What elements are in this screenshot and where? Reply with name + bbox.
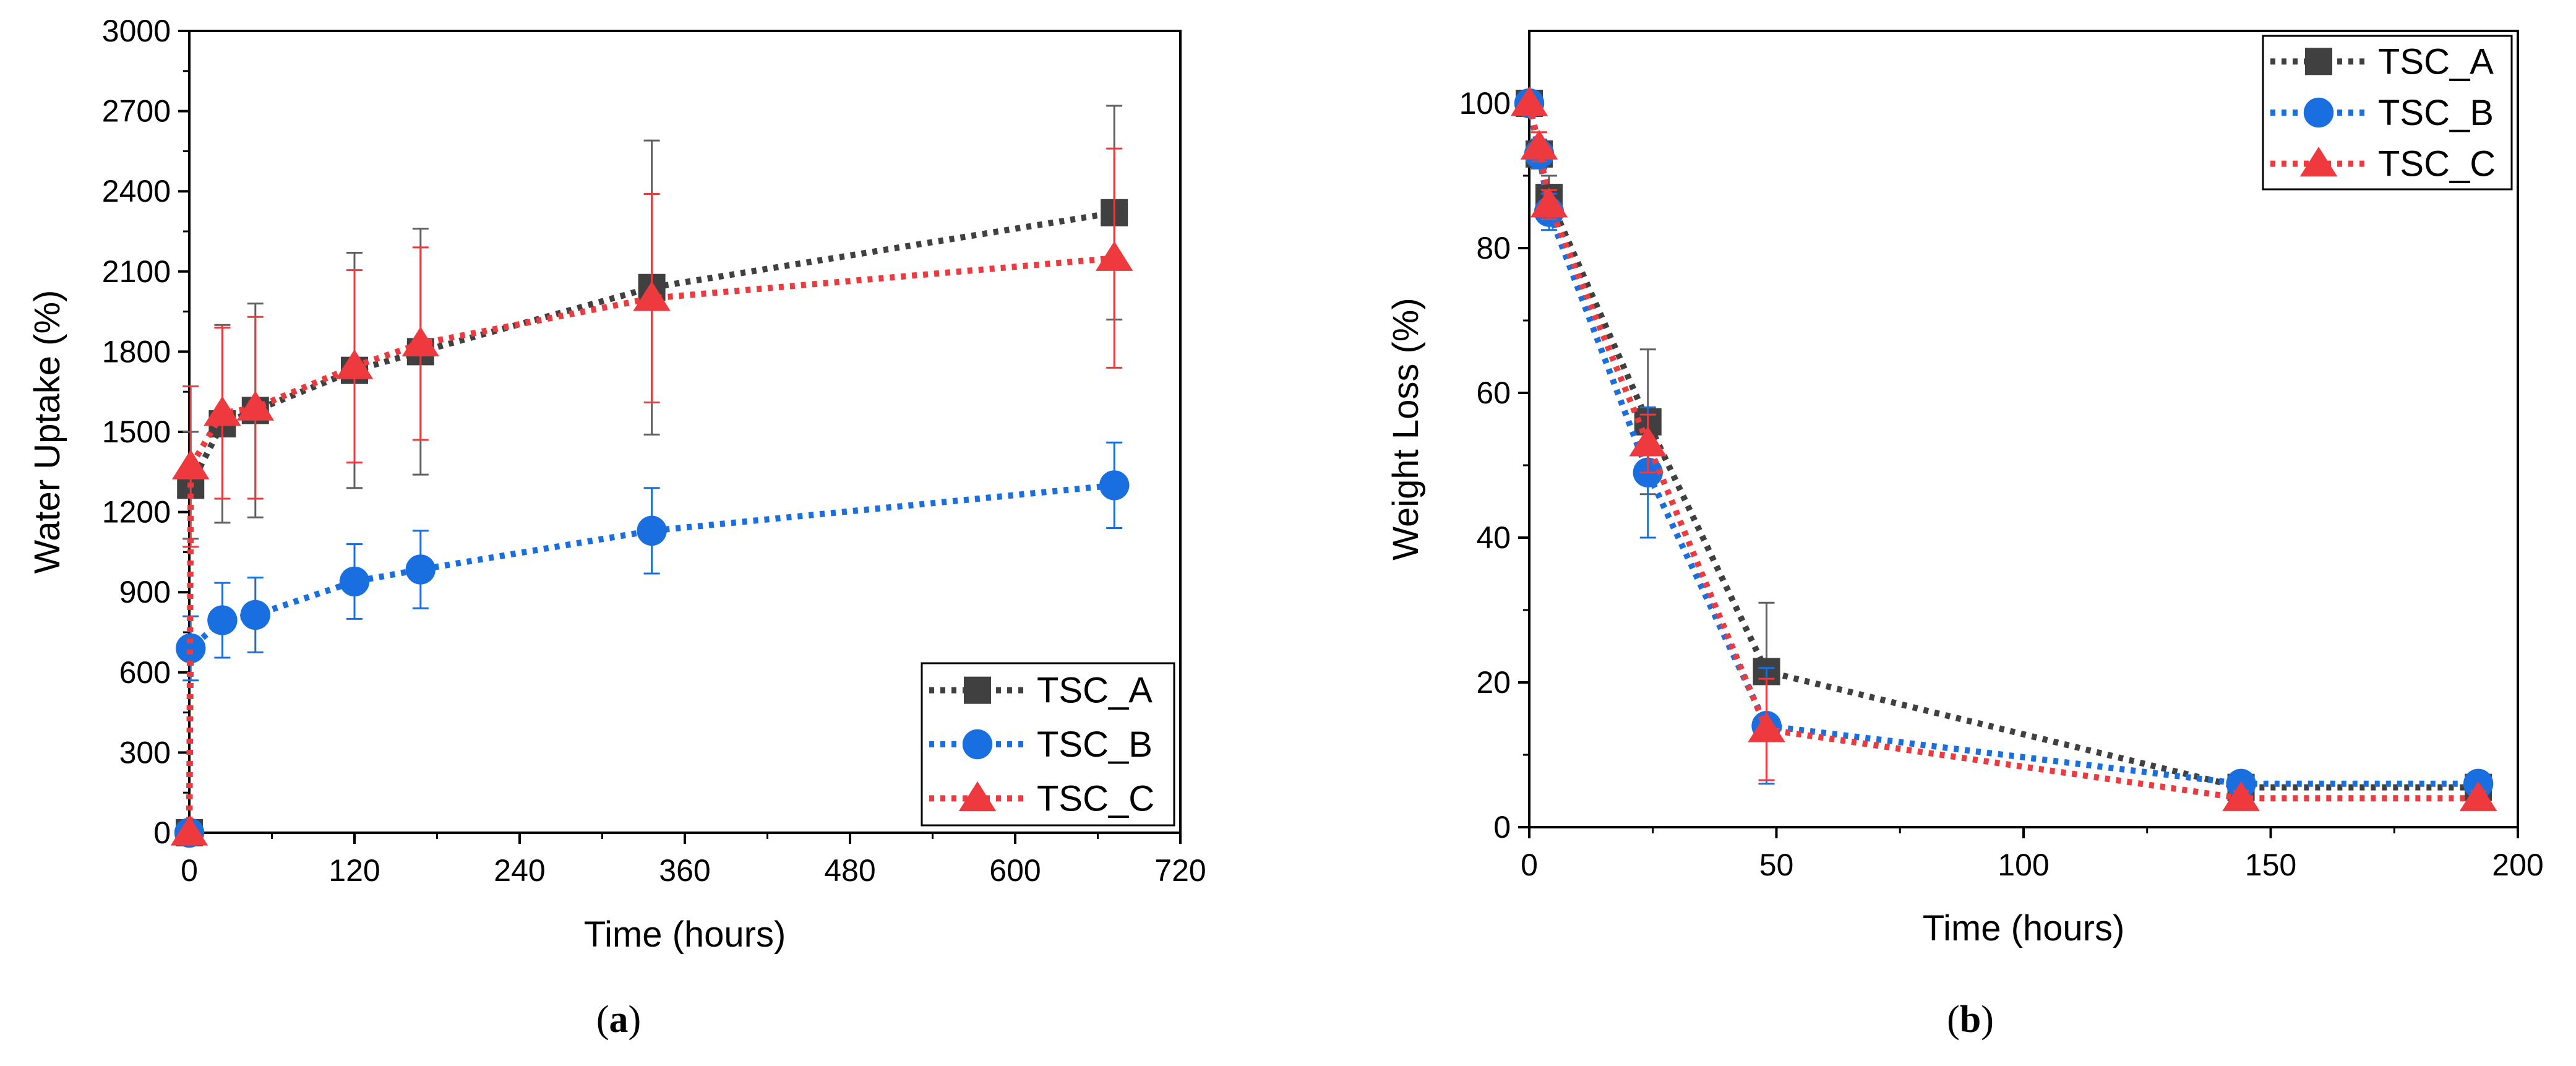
data-point-TSC_C bbox=[2459, 781, 2497, 811]
series-group bbox=[170, 105, 1133, 848]
legend-marker bbox=[2303, 97, 2334, 128]
data-point-TSC_B bbox=[176, 633, 206, 664]
x-tick-label: 150 bbox=[2245, 848, 2296, 882]
x-tick-label: 600 bbox=[989, 853, 1041, 888]
data-point-TSC_C bbox=[1748, 712, 1785, 742]
data-point-TSC_B bbox=[637, 515, 667, 546]
series-line-TSC_C bbox=[186, 255, 1115, 833]
data-point-TSC_C bbox=[1520, 129, 1558, 160]
y-tick-label: 100 bbox=[1459, 86, 1511, 121]
y-tick-label: 600 bbox=[119, 655, 171, 690]
data-point-TSC_C bbox=[171, 449, 210, 479]
x-tick-label: 240 bbox=[494, 853, 545, 888]
data-point-TSC_B bbox=[405, 554, 436, 585]
x-tick-label: 0 bbox=[1521, 848, 1538, 882]
data-point-TSC_C bbox=[2222, 781, 2260, 811]
y-tick-label: 1500 bbox=[102, 415, 171, 449]
y-tick-label: 80 bbox=[1476, 231, 1511, 265]
y-tick-label: 60 bbox=[1476, 376, 1511, 410]
data-point-TSC_C bbox=[170, 815, 208, 846]
legend-marker bbox=[2299, 147, 2338, 177]
y-tick-label: 2100 bbox=[102, 254, 171, 289]
legend: TSC_A TSC_B TSC_C bbox=[2262, 35, 2513, 191]
x-tick-label: 480 bbox=[824, 853, 875, 888]
y-tick-label: 3000 bbox=[102, 14, 171, 48]
y-tick-label: 40 bbox=[1476, 520, 1511, 555]
legend: TSC_A TSC_B TSC_C bbox=[921, 662, 1175, 827]
legend-label: TSC_B bbox=[1037, 724, 1153, 765]
legend-marker bbox=[2305, 48, 2332, 75]
data-point-TSC_B bbox=[339, 566, 370, 597]
y-tick-label: 2400 bbox=[102, 174, 171, 208]
data-point-TSC_C bbox=[236, 390, 275, 421]
panel-b-chart: 0 50 100 150 200 0 20 40 60 80 100 Time (hours) Weig… bbox=[1386, 30, 2544, 948]
y-axis-label: Water Uptake (%) bbox=[27, 290, 67, 574]
data-point-TSC_C bbox=[1095, 241, 1133, 271]
data-point-TSC_B bbox=[240, 600, 270, 630]
data-point-TSC_C bbox=[633, 281, 671, 311]
data-point-TSC_B bbox=[1099, 470, 1130, 501]
y-axis-label: Weight Loss (%) bbox=[1386, 298, 1426, 560]
series-line-TSC_B bbox=[1526, 103, 2479, 787]
legend-marker bbox=[958, 781, 997, 811]
legend-marker bbox=[964, 676, 991, 704]
y-tick-label: 20 bbox=[1476, 665, 1511, 700]
data-point-TSC_C bbox=[335, 349, 374, 379]
data-point-TSC_C bbox=[204, 396, 241, 426]
y-tick-label: 1800 bbox=[102, 334, 171, 369]
x-tick-label: 100 bbox=[1998, 848, 2049, 882]
data-point-TSC_C bbox=[1629, 426, 1667, 457]
caption-b-letter: b bbox=[1960, 999, 1981, 1041]
caption-a-letter: a bbox=[609, 999, 629, 1041]
data-point-TSC_B bbox=[207, 605, 238, 635]
x-tick-label: 120 bbox=[328, 853, 380, 888]
legend-label: TSC_B bbox=[2378, 93, 2494, 133]
x-tick-label: 360 bbox=[659, 853, 710, 888]
legend-marker bbox=[962, 729, 993, 760]
legend-label: TSC_A bbox=[1037, 671, 1153, 711]
legend-label: TSC_A bbox=[2378, 41, 2494, 82]
legend-label: TSC_C bbox=[2378, 144, 2496, 184]
series-line-TSC_C bbox=[1526, 102, 2479, 802]
y-tick-label: 300 bbox=[119, 735, 171, 770]
data-point-TSC_C bbox=[1530, 187, 1568, 218]
series-group bbox=[1510, 86, 2497, 811]
data-point-TSC_C bbox=[1510, 86, 1548, 116]
series-line-TSC_A bbox=[1526, 103, 2479, 791]
y-tick-label: 1200 bbox=[102, 495, 171, 530]
caption-a: (a) bbox=[596, 999, 641, 1041]
caption-b: (b) bbox=[1947, 999, 1994, 1041]
x-axis-label: Time (hours) bbox=[1923, 908, 2125, 948]
x-tick-label: 200 bbox=[2492, 848, 2543, 882]
panel-a-chart: 0 120 240 360 480 600 720 0 300 600 900 1200 1500 180… bbox=[27, 14, 1206, 955]
legend-label: TSC_C bbox=[1037, 778, 1154, 819]
y-tick-label: 2700 bbox=[102, 94, 171, 129]
x-tick-label: 0 bbox=[181, 853, 198, 888]
y-tick-label: 0 bbox=[1493, 810, 1511, 845]
data-point-TSC_C bbox=[401, 326, 440, 357]
y-tick-label: 900 bbox=[119, 575, 171, 609]
x-axis-label: Time (hours) bbox=[584, 914, 786, 955]
x-tick-label: 50 bbox=[1759, 848, 1794, 882]
y-tick-label: 0 bbox=[153, 815, 171, 850]
x-tick-label: 720 bbox=[1154, 853, 1206, 888]
